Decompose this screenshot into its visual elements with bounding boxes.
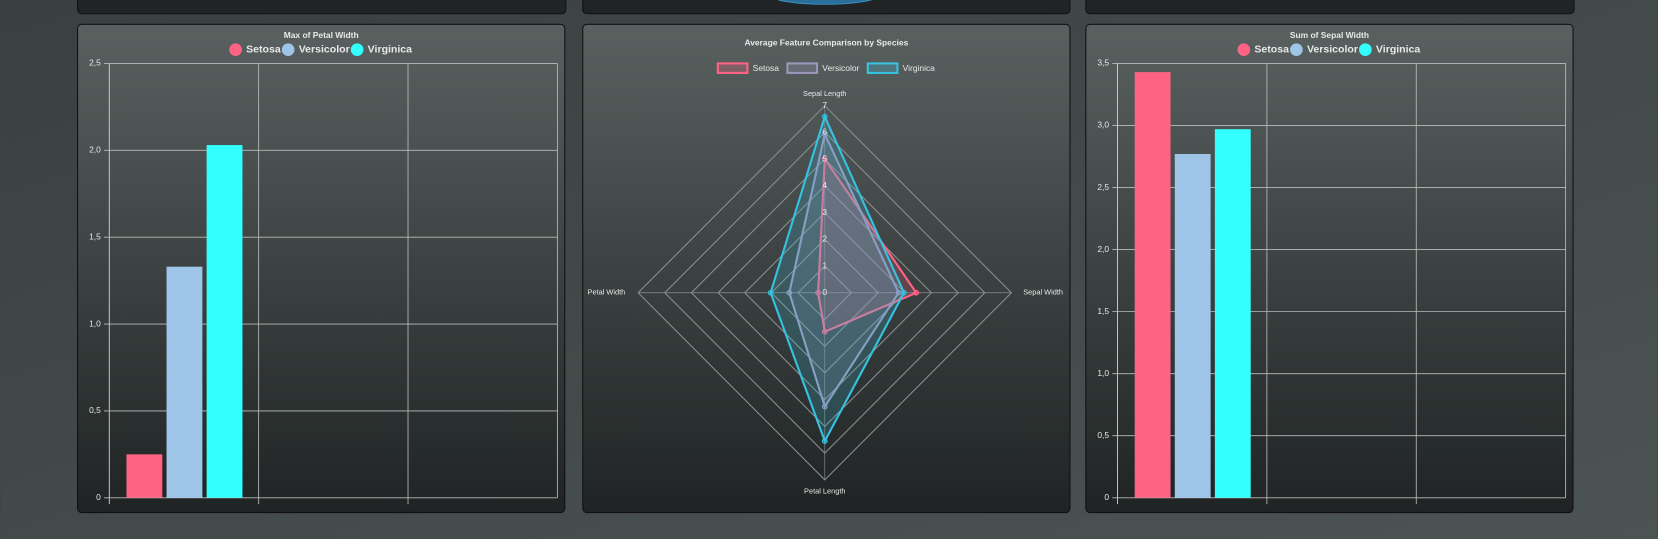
legend-label: Virginica	[368, 43, 412, 55]
radar-point	[821, 403, 828, 410]
r-tick-label: 7	[822, 100, 827, 110]
bar	[206, 145, 243, 498]
legend-label: Virginica	[903, 63, 936, 73]
y-tick-label: 1,0	[89, 318, 101, 328]
legend-label: Setosa	[753, 63, 780, 73]
chart-title: Average Feature Comparison by Species	[744, 38, 908, 48]
radar-point	[767, 289, 774, 296]
legend-swatch	[281, 43, 295, 57]
y-tick-label: 2,0	[1097, 244, 1109, 254]
y-tick-label: 3,0	[1097, 120, 1109, 130]
bar	[1134, 72, 1171, 498]
chart-title: Max of Petal Width	[284, 30, 359, 40]
y-tick-label: 2,5	[89, 58, 101, 68]
legend-swatch	[229, 43, 242, 57]
r-tick-label: 0	[822, 287, 827, 297]
axis-label: Petal Width	[588, 288, 626, 297]
legend-swatch	[716, 62, 749, 74]
y-tick-label: 0	[96, 492, 101, 502]
bar	[1214, 129, 1251, 498]
legend-label: Versicolor	[822, 63, 859, 73]
legend-swatch	[1237, 43, 1251, 57]
radar-point	[913, 289, 920, 296]
legend-label: Versicolor	[1307, 43, 1358, 55]
y-tick-label: 0	[1104, 492, 1109, 502]
bar	[126, 454, 163, 498]
radar-point	[895, 289, 902, 296]
legend-label: Versicolor	[299, 43, 350, 55]
legend-swatch	[1359, 43, 1372, 57]
panel	[582, 23, 1071, 514]
panel-partial	[582, 0, 1071, 15]
legend-swatch	[866, 62, 899, 74]
radar-point	[821, 131, 828, 137]
panel-partial	[1085, 0, 1575, 15]
bar	[166, 266, 203, 498]
radar-point	[786, 289, 793, 296]
partial-shape	[777, 0, 873, 5]
legend-swatch	[786, 62, 819, 74]
y-tick-label: 1,5	[89, 231, 101, 241]
y-tick-label: 2,5	[1097, 182, 1109, 192]
r-tick-label: 3	[822, 207, 827, 217]
bar	[1174, 154, 1211, 498]
y-tick-label: 0,5	[89, 405, 101, 415]
axis-label: Sepal Length	[803, 89, 846, 98]
radar-point	[821, 328, 828, 335]
radar-point	[821, 113, 828, 120]
y-tick-label: 2,0	[89, 145, 101, 155]
r-tick-label: 1	[822, 260, 827, 270]
radar-area	[788, 130, 900, 410]
legend-swatch	[1290, 43, 1303, 57]
legend-swatch	[350, 43, 364, 57]
radar-area	[769, 113, 906, 444]
panel-partial	[77, 0, 567, 15]
r-tick-label: 2	[822, 234, 827, 244]
radar-point	[815, 289, 821, 296]
radar-point	[821, 156, 828, 162]
legend-label: Virginica	[1376, 43, 1420, 55]
legend-label: Setosa	[246, 43, 281, 55]
y-tick-label: 0,5	[1097, 430, 1109, 440]
y-tick-label: 1,5	[1097, 306, 1109, 316]
radar-point	[821, 438, 828, 444]
y-tick-label: 1,0	[1097, 368, 1109, 378]
chart-title: Sum of Sepal Width	[1290, 30, 1369, 40]
axis-label: Petal Length	[804, 486, 845, 495]
radar-area	[817, 155, 918, 334]
r-tick-label: 4	[822, 180, 827, 190]
axis-label: Sepal Width	[1023, 288, 1063, 297]
r-tick-label: 5	[822, 153, 827, 163]
radar-point	[901, 289, 907, 296]
y-tick-label: 3,5	[1097, 58, 1109, 68]
legend-label: Setosa	[1254, 43, 1289, 55]
panel	[77, 23, 566, 514]
r-tick-label: 6	[822, 127, 827, 137]
